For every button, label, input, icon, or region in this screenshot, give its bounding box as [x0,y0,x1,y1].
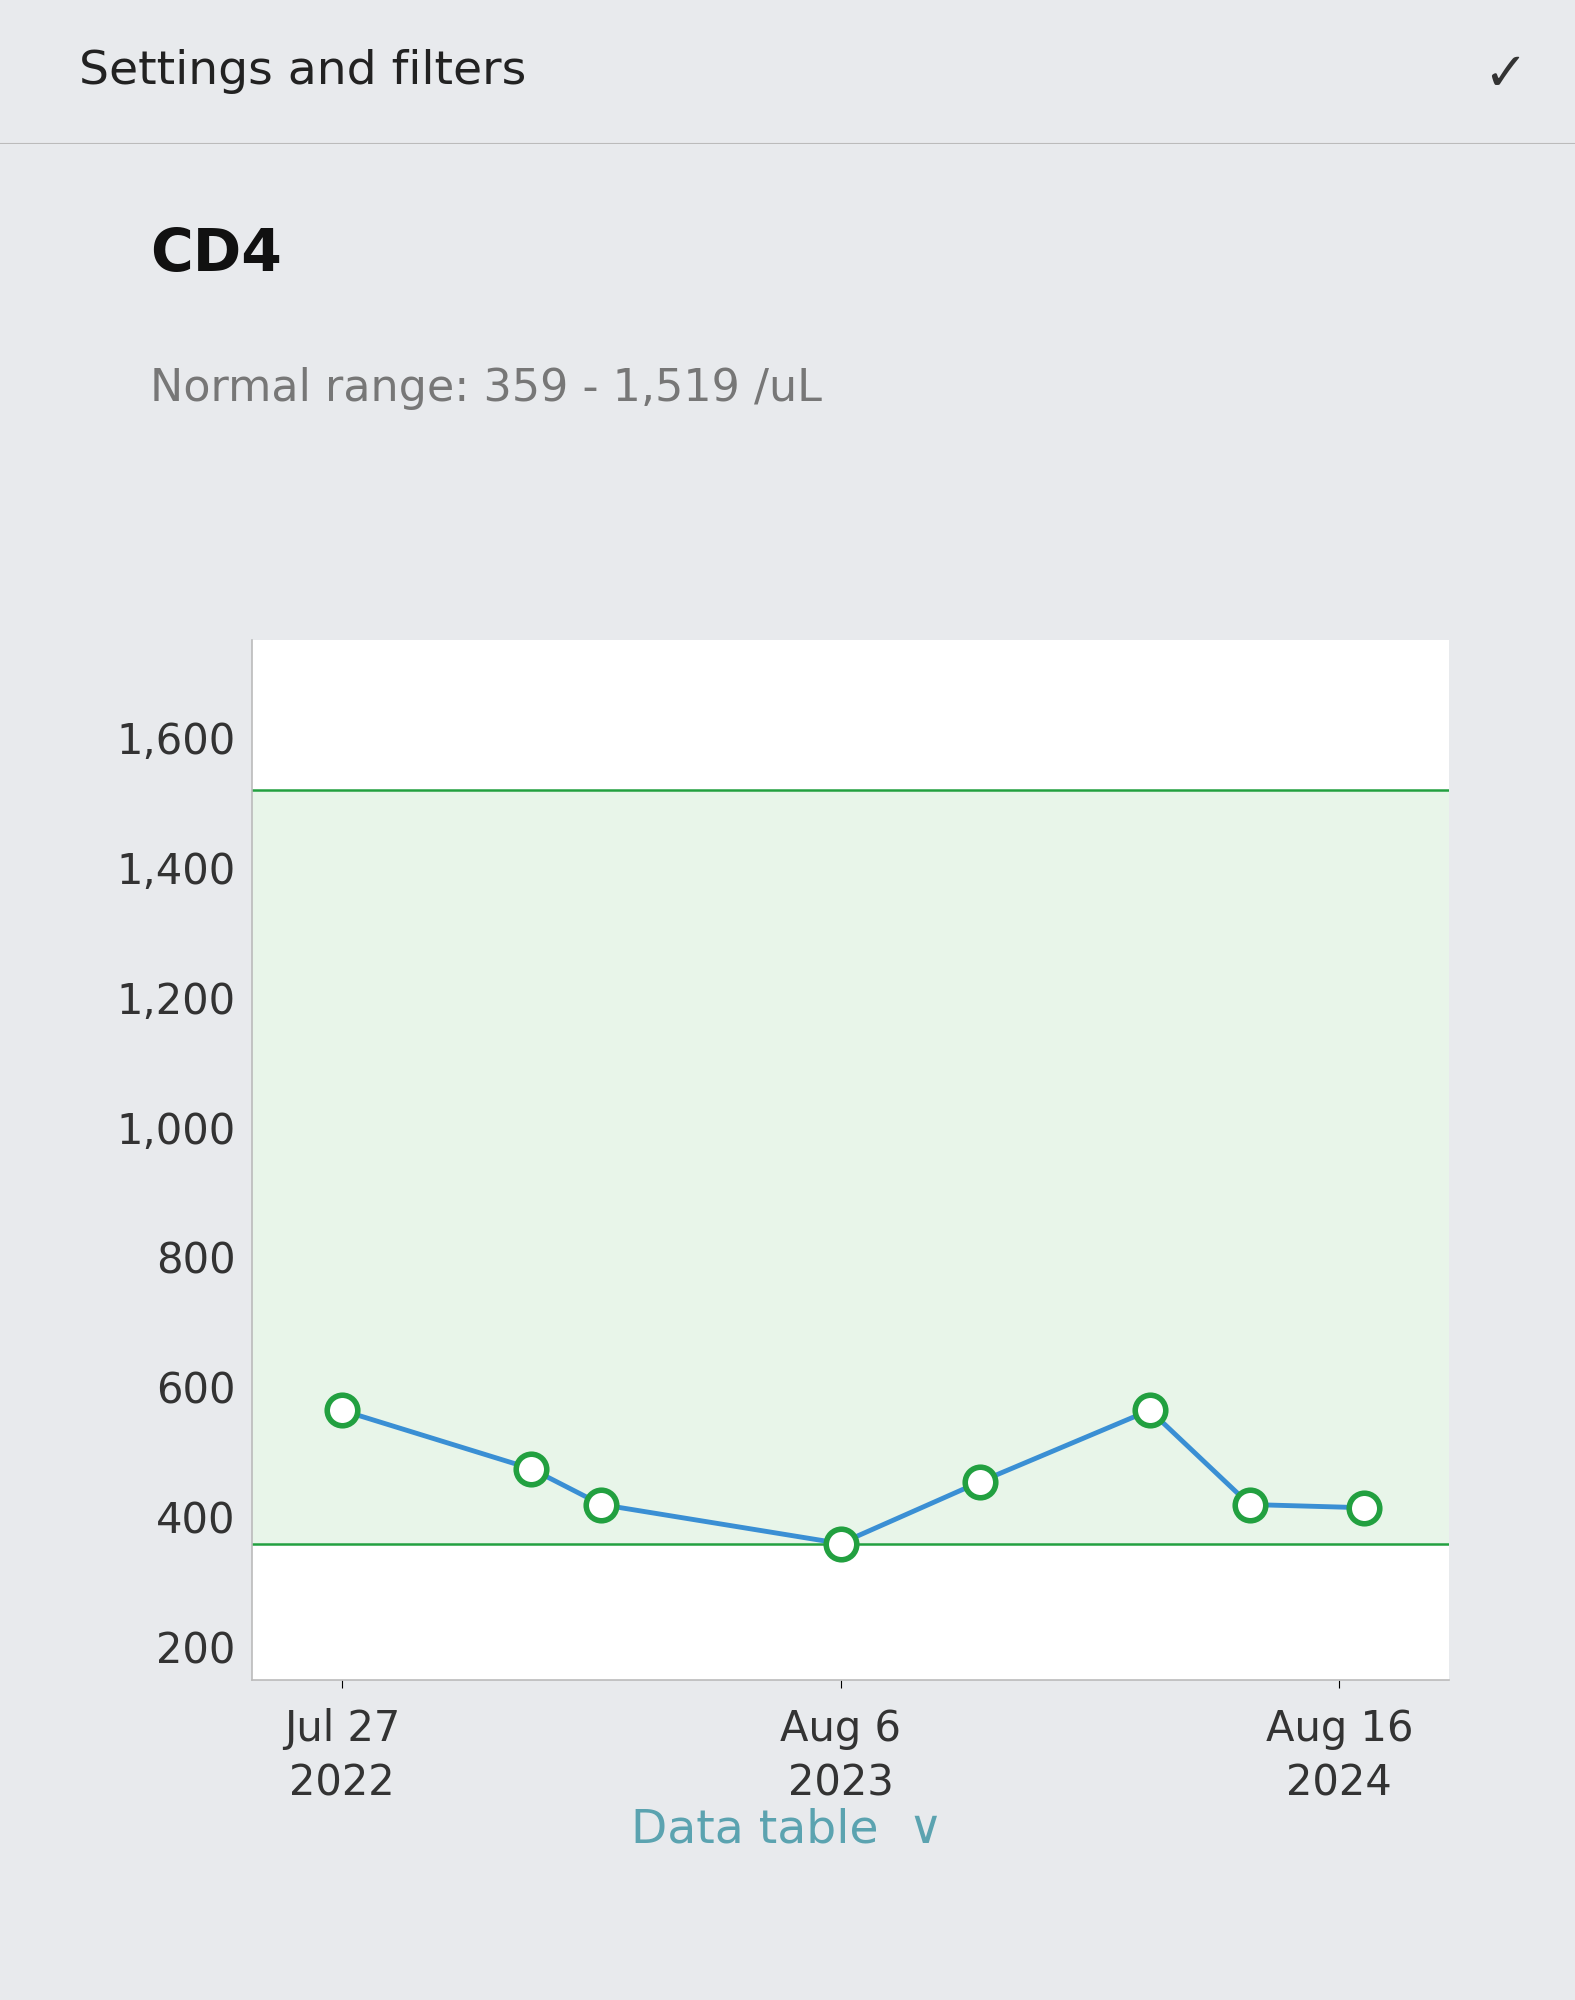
Text: Settings and filters: Settings and filters [79,50,526,94]
Text: ✓: ✓ [1484,48,1528,100]
Text: Data table  ∨: Data table ∨ [632,1808,943,1852]
Text: CD4: CD4 [150,226,282,282]
Bar [252,790,1449,1544]
Text: Normal range: 359 - 1,519 /uL: Normal range: 359 - 1,519 /uL [150,368,822,410]
